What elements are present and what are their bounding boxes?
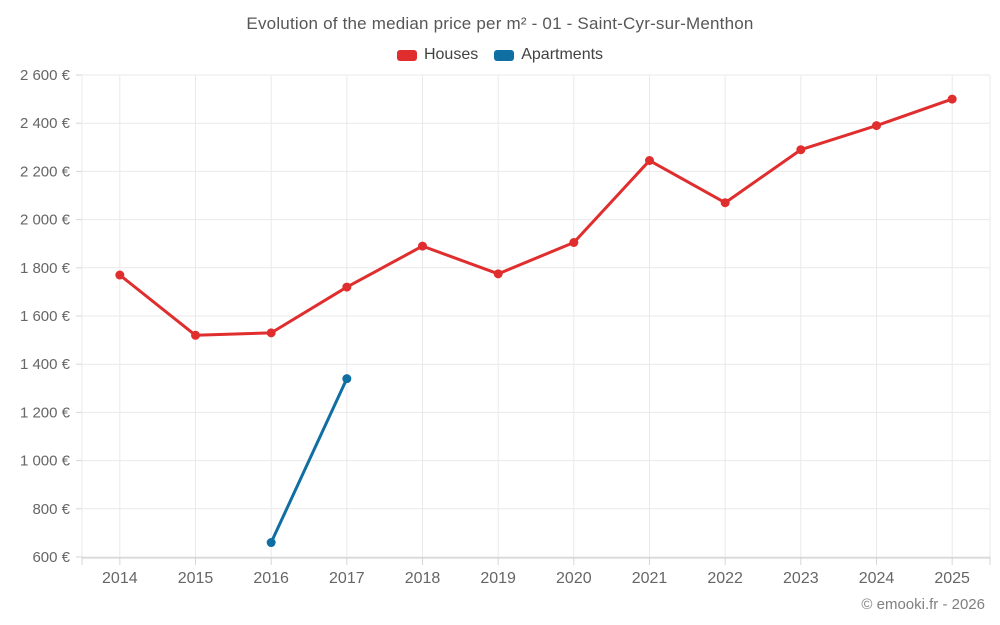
houses-legend-label: Houses: [423, 46, 479, 63]
y-axis-label: 1 200 €: [20, 404, 71, 421]
houses-swatch-icon: [396, 49, 417, 61]
x-axis-label: 2015: [178, 570, 214, 587]
apartments-swatch-icon: [494, 49, 515, 61]
houses-point[interactable]: [947, 94, 957, 104]
x-axis-label: 2019: [480, 570, 516, 587]
houses-point[interactable]: [191, 330, 200, 340]
houses-point[interactable]: [266, 328, 276, 338]
houses-point[interactable]: [720, 198, 730, 208]
apartments-point[interactable]: [342, 374, 352, 384]
x-axis-label: 2017: [329, 570, 365, 587]
y-axis-label: 600 €: [32, 549, 70, 566]
x-axis-label: 2016: [253, 570, 289, 587]
apartments-point[interactable]: [266, 538, 276, 548]
x-axis-label: 2023: [783, 570, 819, 587]
houses-point[interactable]: [872, 121, 881, 131]
houses-point[interactable]: [645, 156, 654, 166]
x-axis-label: 2021: [632, 570, 668, 587]
y-axis-label: 2 600 €: [20, 67, 71, 84]
houses-point[interactable]: [569, 237, 579, 247]
houses-point[interactable]: [796, 145, 806, 155]
x-axis-label: 2025: [934, 570, 970, 587]
x-axis-label: 2014: [102, 570, 138, 587]
houses-point[interactable]: [418, 241, 427, 251]
y-axis-label: 2 400 €: [20, 115, 71, 132]
legend: Houses Apartments: [0, 46, 1000, 64]
y-axis-label: 2 200 €: [20, 163, 71, 180]
houses-point[interactable]: [115, 270, 125, 280]
y-axis-label: 800 €: [32, 501, 70, 518]
chart-title: Evolution of the median price per m² - 0…: [246, 14, 754, 33]
y-axis-label: 1 000 €: [20, 453, 71, 470]
credit-text: © emooki.fr - 2026: [861, 596, 985, 613]
legend-item-apartments[interactable]: Apartments: [494, 46, 603, 64]
y-axis-label: 1 800 €: [20, 260, 71, 277]
legend-item-houses[interactable]: Houses: [396, 46, 479, 64]
x-axis-label: 2024: [859, 570, 895, 587]
x-axis-label: 2018: [405, 570, 441, 587]
apartments-line: [269, 377, 349, 545]
houses-point[interactable]: [342, 282, 352, 292]
x-axis-label: 2020: [556, 570, 592, 587]
y-axis-label: 2 000 €: [20, 212, 71, 229]
x-axis-label: 2022: [707, 570, 743, 587]
houses-point[interactable]: [493, 269, 503, 279]
y-axis-label: 1 600 €: [20, 308, 71, 325]
y-axis-label: 1 400 €: [20, 356, 71, 373]
apartments-legend-label: Apartments: [521, 46, 604, 63]
houses-line: [118, 97, 954, 337]
